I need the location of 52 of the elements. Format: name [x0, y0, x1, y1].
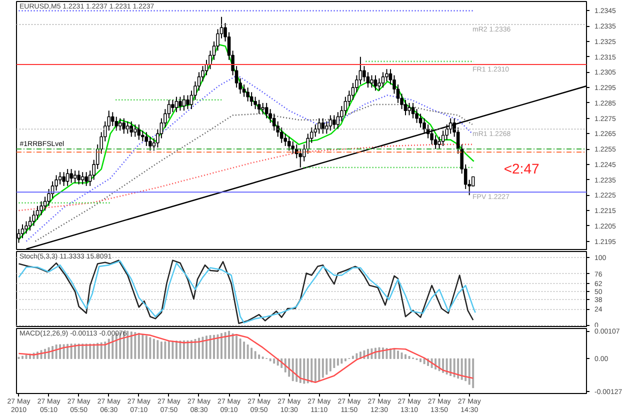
candlestick — [122, 118, 126, 134]
candlestick — [321, 118, 325, 134]
candlestick — [70, 168, 73, 184]
candlestick — [261, 102, 264, 114]
candlestick — [110, 112, 114, 126]
candlestick — [43, 196, 47, 212]
candlestick — [328, 114, 332, 132]
candlestick — [264, 102, 268, 119]
candlestick — [182, 94, 186, 112]
candlestick — [137, 124, 141, 140]
candlestick — [174, 96, 178, 113]
candlestick — [370, 74, 374, 88]
candlestick — [418, 113, 422, 128]
candlestick — [40, 200, 43, 216]
annotation: <2:47 — [504, 160, 540, 176]
candlestick — [318, 118, 321, 134]
candlestick — [134, 124, 137, 138]
candlestick — [291, 140, 295, 154]
candlestick — [32, 210, 36, 226]
candlestick — [246, 87, 250, 102]
candlestick — [430, 128, 434, 145]
candlestick — [148, 136, 152, 152]
candlestick — [287, 136, 291, 152]
candlestick — [126, 120, 130, 134]
candlestick — [186, 94, 190, 110]
candlestick — [144, 132, 148, 146]
candlestick — [77, 170, 80, 185]
candlestick — [66, 168, 70, 186]
candlestick — [411, 102, 415, 119]
candlestick — [114, 116, 118, 132]
candlestick — [422, 118, 426, 134]
candlestick — [62, 172, 66, 186]
candlestick — [257, 99, 261, 114]
candlestick — [130, 120, 134, 138]
candlestick — [298, 148, 302, 168]
candlestick — [178, 96, 182, 112]
candlestick — [24, 220, 28, 234]
candlestick — [408, 102, 411, 116]
candlestick — [84, 172, 88, 186]
candlestick — [28, 216, 32, 232]
candlestick — [272, 113, 276, 132]
candlestick — [374, 74, 378, 92]
candlestick — [254, 96, 257, 110]
candlestick — [118, 118, 122, 132]
candlestick — [171, 99, 174, 113]
candlestick — [20, 224, 24, 239]
candlestick — [250, 92, 254, 107]
candlestick — [381, 72, 385, 88]
candlestick — [366, 72, 370, 88]
candlestick — [441, 130, 445, 146]
candlestick — [358, 56, 362, 85]
candlestick — [332, 114, 336, 130]
